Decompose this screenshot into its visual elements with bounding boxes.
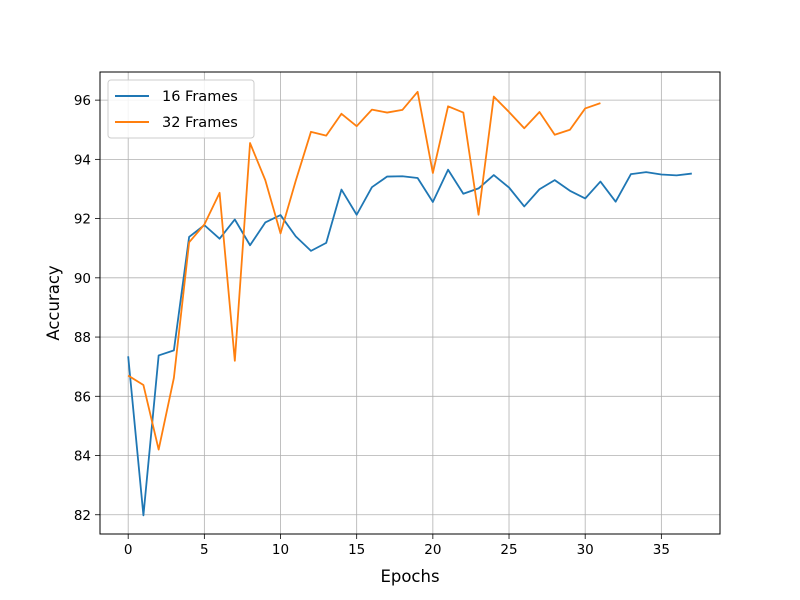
x-tick-label: 25 — [500, 542, 517, 558]
y-tick-label: 84 — [74, 449, 91, 465]
axis-ticks: 0 5 10 15 20 25 30 35 82 84 86 88 90 92 94 96 — [74, 93, 670, 558]
x-tick-label: 30 — [577, 542, 594, 558]
y-tick-label: 92 — [74, 212, 91, 228]
x-tick-label: 5 — [200, 542, 209, 558]
legend: 16 Frames 32 Frames — [107, 79, 255, 139]
y-axis-label: Accuracy — [44, 265, 63, 341]
y-tick-label: 86 — [74, 389, 91, 405]
plot-area-frame — [99, 71, 721, 535]
x-tick-label: 10 — [272, 542, 289, 558]
y-tick-label: 94 — [74, 152, 91, 168]
y-tick-label: 96 — [74, 93, 91, 109]
x-axis-label: Epochs — [380, 567, 439, 586]
series-line-0 — [127, 168, 692, 517]
x-tick-label: 0 — [124, 542, 133, 558]
grid-lines — [100, 72, 720, 534]
legend-box — [107, 79, 255, 139]
y-tick-label: 82 — [74, 508, 91, 524]
legend-label-32-frames: 32 Frames — [162, 115, 238, 131]
y-tick-label: 88 — [74, 330, 91, 346]
series-lines — [127, 90, 692, 517]
series-line-1 — [127, 90, 601, 451]
x-tick-label: 20 — [424, 542, 441, 558]
legend-label-16-frames: 16 Frames — [162, 89, 238, 105]
x-tick-label: 35 — [653, 542, 670, 558]
y-tick-label: 90 — [74, 271, 91, 287]
x-tick-label: 15 — [348, 542, 365, 558]
